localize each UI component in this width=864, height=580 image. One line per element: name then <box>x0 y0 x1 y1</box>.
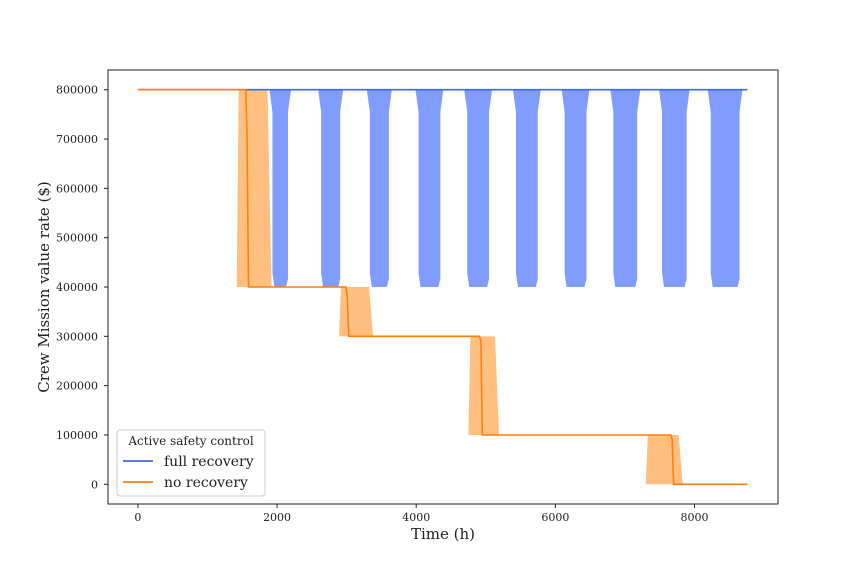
x-axis-label: Time (h) <box>411 525 475 543</box>
x-tick-label-3: 6000 <box>541 511 569 524</box>
bands-layer <box>236 89 743 485</box>
legend-label-1: no recovery <box>164 475 248 491</box>
y-tick-label-2: 200000 <box>56 380 98 393</box>
y-tick-label-0: 0 <box>91 478 98 491</box>
legend-entries: full recovery no recovery <box>123 454 254 491</box>
full-recovery-band-8 <box>659 89 690 288</box>
legend-label-0: full recovery <box>164 454 254 470</box>
legend-box <box>116 429 266 497</box>
legend: Active safety control full recovery no re… <box>116 429 266 497</box>
full-recovery-band-7 <box>610 89 641 288</box>
x-tick-label-4: 8000 <box>681 511 709 524</box>
no-recovery-band-2 <box>468 336 500 435</box>
full-recovery-band-9 <box>707 89 743 288</box>
y-tick-label-5: 500000 <box>56 232 98 245</box>
no-recovery-band-1 <box>338 287 374 337</box>
y-tick-label-6: 600000 <box>56 182 98 195</box>
y-tick-label-1: 100000 <box>56 429 98 442</box>
lines-layer <box>137 88 748 486</box>
full-recovery-band-1 <box>318 89 344 288</box>
full-recovery-band-0 <box>269 89 291 288</box>
x-tick-label-1: 2000 <box>263 511 291 524</box>
full-recovery-band-3 <box>415 89 444 288</box>
full-recovery-band-6 <box>561 89 590 288</box>
legend-title: Active safety control <box>127 434 253 448</box>
no-recovery-band-0 <box>236 89 272 288</box>
x-tick-label-0: 0 <box>134 511 141 524</box>
full-recovery-band-5 <box>512 89 541 288</box>
y-tick-label-3: 300000 <box>56 330 98 343</box>
full-recovery-band-4 <box>464 89 493 288</box>
y-tick-label-4: 400000 <box>56 281 98 294</box>
x-tick-label-2: 4000 <box>402 511 430 524</box>
ticks-layer: 0 2000 4000 6000 8000 0 100000 200000 300000 4000… <box>56 84 709 524</box>
y-tick-label-7: 700000 <box>56 133 98 146</box>
no-recovery-line <box>137 88 748 486</box>
y-axis-label: Crew Mission value rate ($) <box>35 181 53 393</box>
y-tick-label-8: 800000 <box>56 84 98 97</box>
no-recovery-band-3 <box>645 434 683 485</box>
full-recovery-band-2 <box>366 89 392 288</box>
